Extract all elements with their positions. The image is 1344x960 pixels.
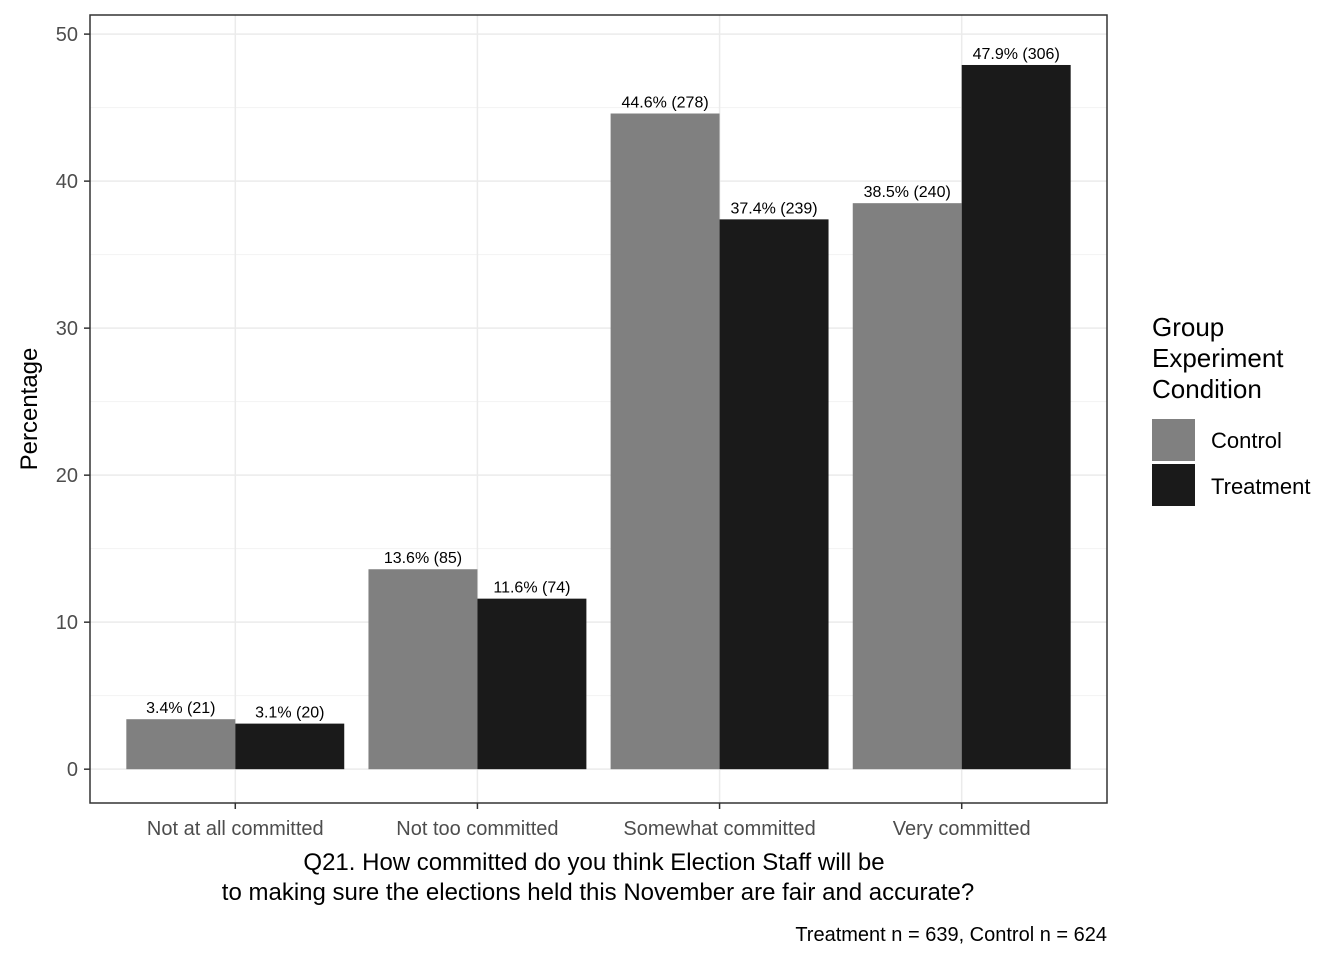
y-axis-title: Percentage <box>16 348 43 471</box>
bar-label: 44.6% (278) <box>622 95 709 112</box>
bars <box>126 64 1071 770</box>
bar-control-3 <box>610 113 720 770</box>
y-tick-label: 20 <box>56 465 78 487</box>
bar-control-4 <box>852 203 962 770</box>
bar-treatment-2 <box>477 598 587 770</box>
x-tick-label: Somewhat committed <box>623 818 815 840</box>
bar-treatment-3 <box>719 219 829 770</box>
y-tick-label: 0 <box>67 759 78 781</box>
legend-title-line2: Experiment <box>1152 343 1284 373</box>
bar-control-1 <box>126 719 236 770</box>
bar-treatment-4 <box>961 64 1071 770</box>
legend-title-line3: Condition <box>1152 374 1262 404</box>
legend: Group Experiment Condition Control Treat… <box>1152 312 1310 506</box>
legend-key-control <box>1152 419 1195 461</box>
bar-labels: 3.4% (21) 13.6% (85) 44.6% (278) 38.5% (240… <box>146 46 1060 722</box>
bar-label: 3.1% (20) <box>255 705 324 722</box>
bar-treatment-1 <box>235 723 345 770</box>
legend-key-treatment <box>1152 464 1195 506</box>
x-tick-label: Not too committed <box>396 818 558 840</box>
y-tick-label: 50 <box>56 24 78 46</box>
bar-label: 37.4% (239) <box>730 200 817 217</box>
x-axis-title-line2: to making sure the elections held this N… <box>222 879 974 906</box>
bar-label: 38.5% (240) <box>864 184 951 201</box>
legend-label-control: Control <box>1211 428 1282 453</box>
x-axis-title-line1: Q21. How committed do you think Election… <box>303 849 884 876</box>
y-tick-label: 10 <box>56 612 78 634</box>
plot-border <box>89 14 1108 804</box>
legend-label-treatment: Treatment <box>1211 474 1310 499</box>
y-tick-label: 40 <box>56 171 78 193</box>
y-tick-label: 30 <box>56 318 78 340</box>
bar-label: 11.6% (74) <box>493 580 570 597</box>
legend-title-line1: Group <box>1152 312 1224 342</box>
axes: 0 10 20 30 40 50 Not at all committed Not too c… <box>56 24 1031 840</box>
x-tick-label: Not at all committed <box>147 818 324 840</box>
caption: Treatment n = 639, Control n = 624 <box>795 924 1107 946</box>
x-tick-label: Very committed <box>893 818 1031 840</box>
bar-label: 47.9% (306) <box>973 46 1060 63</box>
bar-label: 13.6% (85) <box>384 550 462 567</box>
bar-label: 3.4% (21) <box>146 700 215 717</box>
bar-control-2 <box>368 569 478 770</box>
